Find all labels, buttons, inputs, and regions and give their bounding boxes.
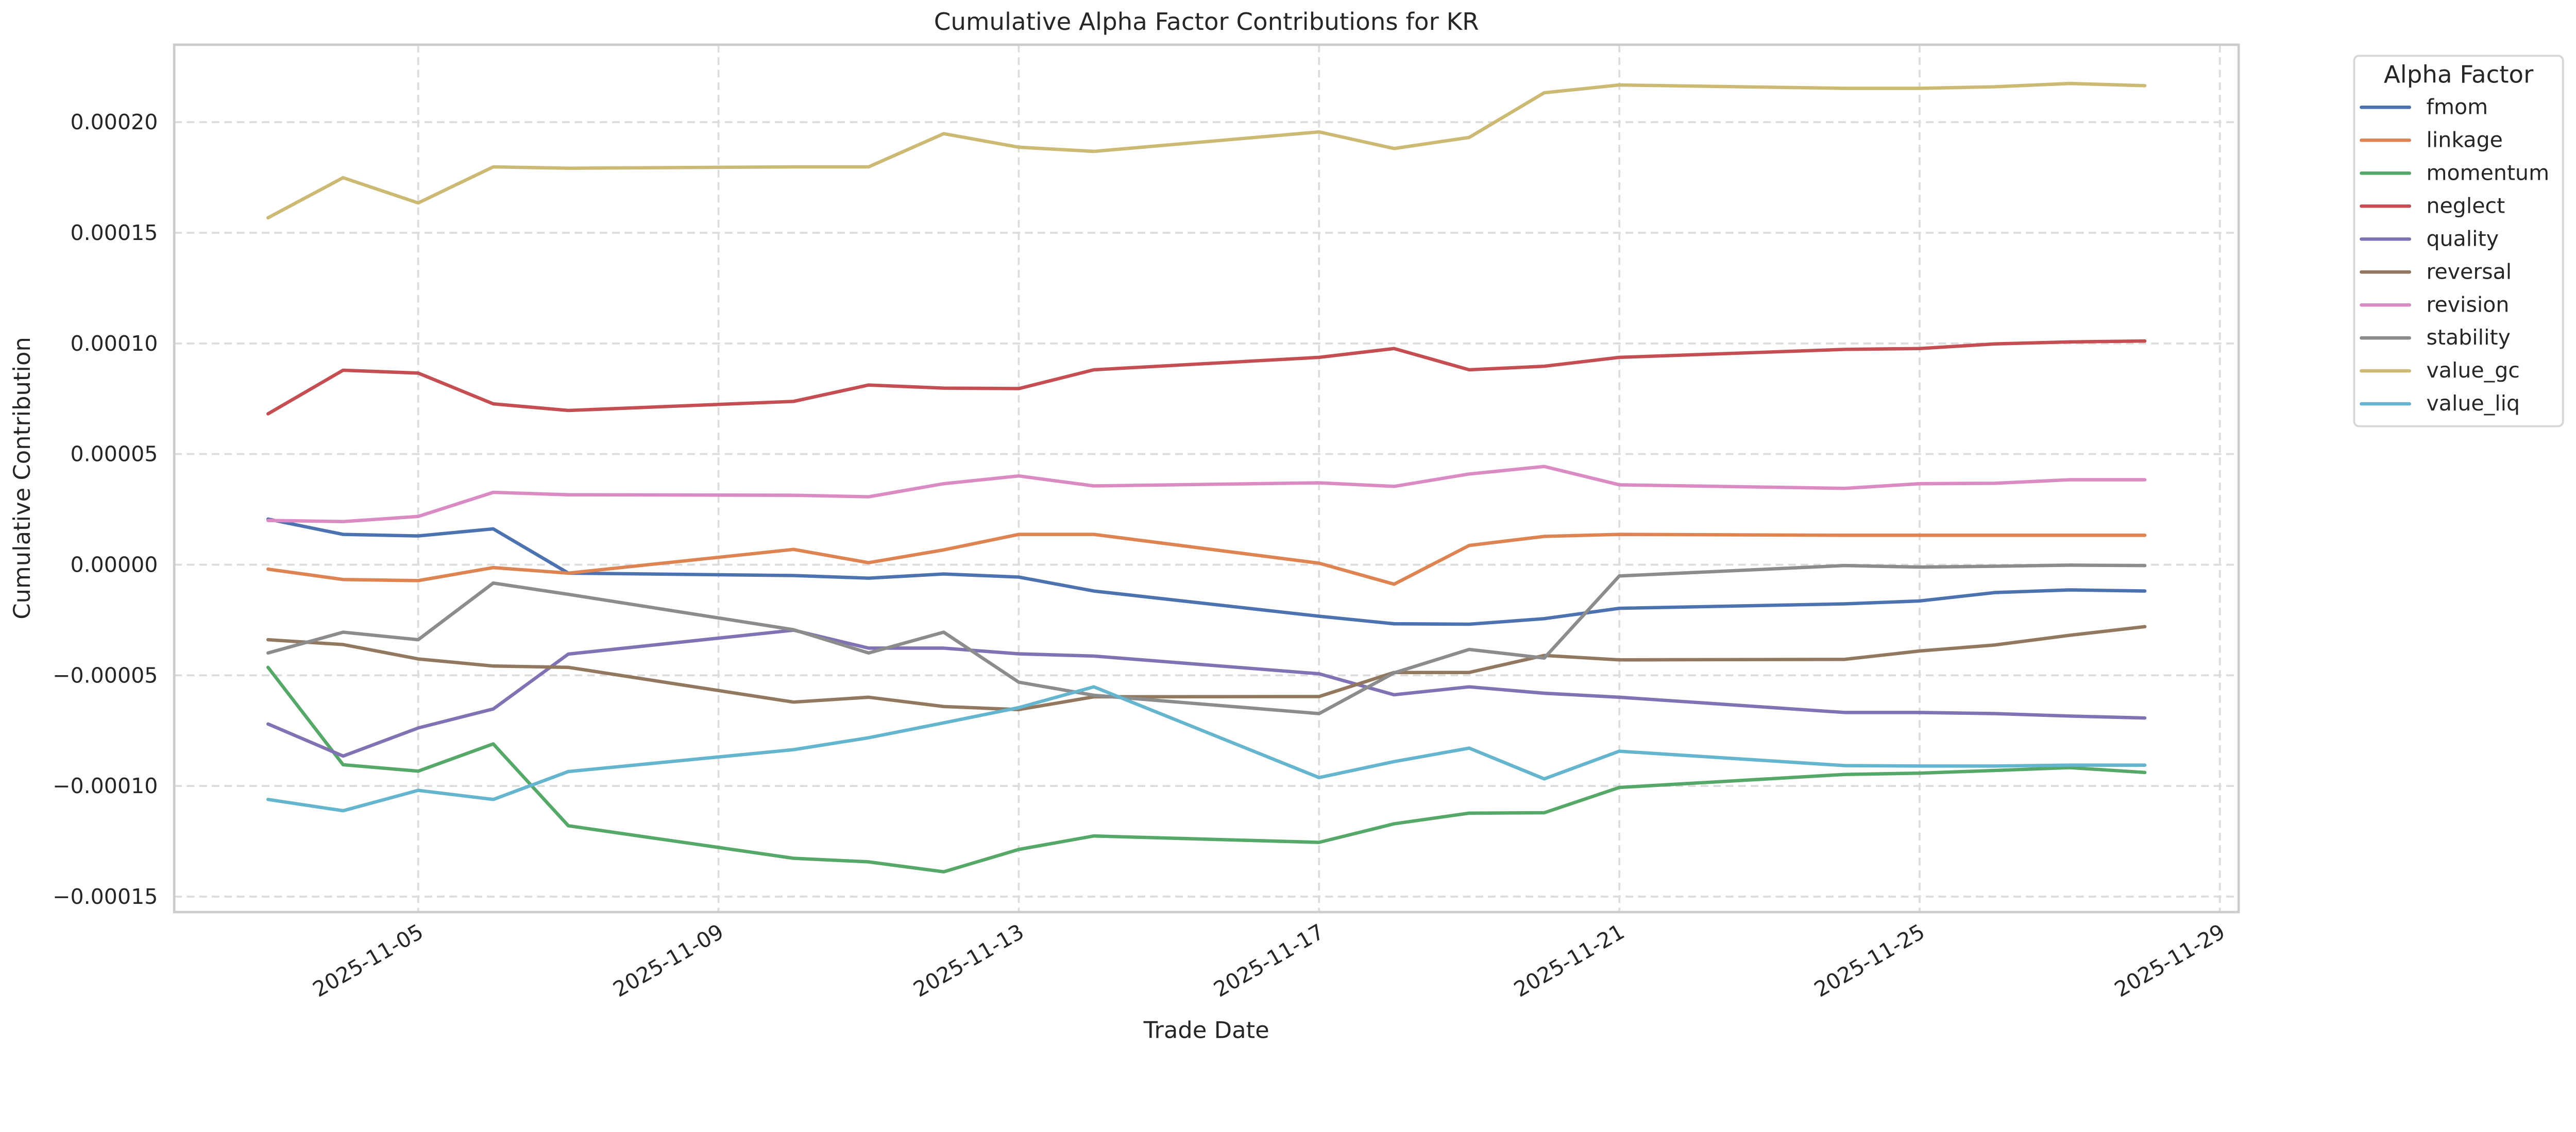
series-line-fmom [266, 517, 2147, 626]
legend-label-reversal: reversal [2426, 259, 2512, 284]
y-tick-label: 0.00000 [70, 552, 158, 577]
series-line-momentum [266, 665, 2147, 874]
x-axis-label: Trade Date [1143, 1017, 1269, 1044]
y-axis-label: Cumulative Contribution [8, 337, 36, 619]
legend-label-fmom: fmom [2426, 94, 2488, 119]
y-axis-ticks: −0.00015 −0.00010 −0.00005 0.00000 0.00005 0.… [53, 110, 158, 909]
legend-label-quality: quality [2426, 226, 2499, 251]
line-chart: −0.00015 −0.00010 −0.00005 0.00000 0.00005 0.… [0, 0, 2576, 1057]
y-tick-label: 0.00010 [70, 331, 158, 356]
legend: Alpha Factor fmom linkage momentum neglect q… [2353, 55, 2564, 427]
legend-label-revision: revision [2426, 292, 2509, 317]
legend-label-stability: stability [2426, 325, 2510, 350]
legend-label-linkage: linkage [2426, 127, 2502, 152]
chart-title: Cumulative Alpha Factor Contributions fo… [934, 8, 1479, 36]
legend-title: Alpha Factor [2384, 61, 2534, 89]
series-line-reversal [266, 625, 2147, 712]
grid-lines [174, 44, 2239, 912]
y-tick-label: 0.00005 [70, 442, 158, 467]
y-tick-label: −0.00015 [53, 884, 158, 909]
series-line-revision [266, 465, 2147, 523]
chart-background [0, 0, 2576, 1057]
y-tick-label: −0.00010 [53, 774, 158, 798]
legend-frame [2353, 55, 2564, 427]
series-lines [266, 81, 2147, 874]
legend-label-momentum: momentum [2426, 160, 2549, 185]
series-line-stability [266, 563, 2147, 715]
series-line-value_liq [266, 685, 2147, 813]
legend-label-value_liq: value_liq [2426, 391, 2520, 416]
y-tick-label: 0.00020 [70, 110, 158, 134]
y-tick-label: 0.00015 [70, 220, 158, 245]
series-line-quality [266, 628, 2147, 758]
plot-frame [173, 43, 2240, 914]
y-tick-label: −0.00005 [53, 663, 158, 688]
series-line-value_gc [266, 81, 2147, 220]
legend-label-value_gc: value_gc [2426, 358, 2519, 383]
legend-label-neglect: neglect [2426, 193, 2505, 218]
series-line-linkage [266, 533, 2147, 586]
series-line-neglect [266, 339, 2147, 416]
